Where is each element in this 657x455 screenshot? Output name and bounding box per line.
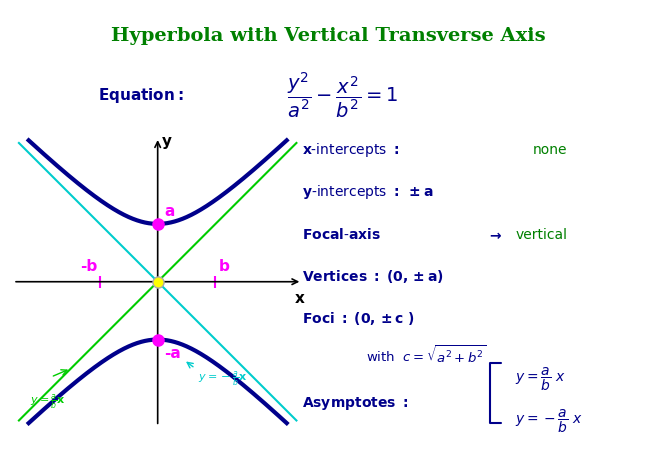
Text: $\mathbf{Foci\ :\ (0,\pm c\ )}$: $\mathbf{Foci\ :\ (0,\pm c\ )}$ — [302, 310, 415, 327]
Text: $\dfrac{y^2}{a^2} - \dfrac{x^2}{b^2} = 1$: $\dfrac{y^2}{a^2} - \dfrac{x^2}{b^2} = 1… — [287, 71, 397, 120]
Text: $y = -\dfrac{a}{b}\ x$: $y = -\dfrac{a}{b}\ x$ — [515, 407, 583, 434]
Text: with  $c = \sqrt{a^2 + b^2}$: with $c = \sqrt{a^2 + b^2}$ — [366, 344, 487, 365]
Text: $\mathbf{y\text{-intercepts}\ :\ \pm a}$: $\mathbf{y\text{-intercepts}\ :\ \pm a}$ — [302, 183, 434, 201]
Text: $\mathbf{\rightarrow}$: $\mathbf{\rightarrow}$ — [487, 227, 503, 241]
Text: none: none — [533, 143, 568, 157]
Text: -a: -a — [165, 345, 181, 360]
Text: $\mathbf{Focal\text{-}axis}$: $\mathbf{Focal\text{-}axis}$ — [302, 227, 381, 242]
Text: $\mathbf{x\text{-intercepts}\ :}$: $\mathbf{x\text{-intercepts}\ :}$ — [302, 141, 399, 159]
Text: -b: -b — [79, 258, 97, 273]
Text: Hyperbola with Vertical Transverse Axis: Hyperbola with Vertical Transverse Axis — [111, 27, 546, 46]
Text: x: x — [294, 291, 304, 306]
Text: y: y — [162, 133, 172, 148]
Text: a: a — [165, 204, 175, 219]
Text: $y=-\frac{a}{b}$x: $y=-\frac{a}{b}$x — [198, 369, 248, 388]
Text: $\mathbf{Asymptotes\ :}$: $\mathbf{Asymptotes\ :}$ — [302, 394, 409, 411]
Text: $y = \dfrac{a}{b}\ x$: $y = \dfrac{a}{b}\ x$ — [515, 364, 566, 392]
Text: vertical: vertical — [515, 227, 567, 241]
Text: $\mathbf{Vertices\ :\ (0,\pm a)}$: $\mathbf{Vertices\ :\ (0,\pm a)}$ — [302, 268, 444, 284]
Text: $y=\frac{a}{b}$x: $y=\frac{a}{b}$x — [30, 392, 66, 410]
Text: $\mathbf{Equation:}$: $\mathbf{Equation:}$ — [97, 86, 183, 105]
Text: b: b — [218, 258, 229, 273]
